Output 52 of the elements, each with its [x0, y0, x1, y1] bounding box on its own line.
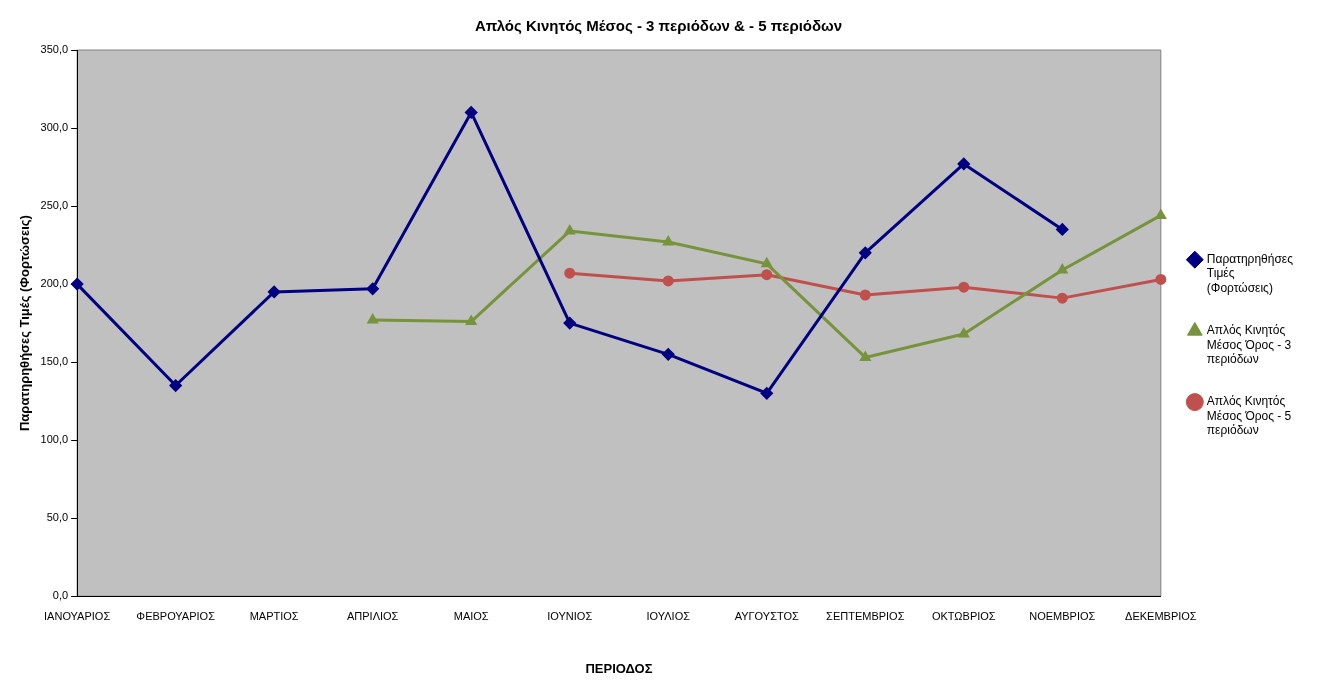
- x-tick-label: ΙΑΝΟΥΑΡΙΟΣ: [44, 609, 111, 622]
- point: [169, 379, 182, 392]
- x-tick-label: ΜΑΙΟΣ: [453, 609, 489, 622]
- y-tick-label: 0,0: [52, 589, 69, 602]
- point: [564, 267, 576, 279]
- point: [663, 236, 674, 246]
- x-tick-label: ΑΥΓΟΥΣΤΟΣ: [734, 609, 800, 622]
- point: [957, 157, 970, 170]
- y-tick-label: 150,0: [40, 355, 69, 368]
- x-tick-label: ΙΟΥΝΙΟΣ: [547, 609, 593, 622]
- x-tick-label: ΔΕΚΕΜΒΡΙΟΣ: [1125, 609, 1197, 622]
- point: [1155, 209, 1166, 219]
- point: [662, 275, 674, 287]
- point: [1056, 292, 1068, 304]
- point: [465, 106, 478, 119]
- legend-label: Παρατηρηθήσες Τιμές (Φορτώσεις): [1206, 252, 1294, 295]
- y-tick-label: 300,0: [40, 121, 69, 134]
- point: [563, 317, 576, 330]
- x-tick-label: ΙΟΥΛΙΟΣ: [646, 609, 691, 622]
- point: [761, 258, 772, 268]
- x-tick-label: ΟΚΤΩΒΡΙΟΣ: [931, 609, 996, 622]
- point: [860, 351, 871, 361]
- x-axis-title: ΠΕΡΙΟΔΟΣ: [585, 660, 653, 676]
- x-tick-label: ΝΟΕΜΒΡΙΟΣ: [1029, 609, 1096, 622]
- y-tick-label: 50,0: [46, 511, 69, 524]
- point: [760, 387, 773, 400]
- x-tick-label: ΜΑΡΤΙΟΣ: [249, 609, 299, 622]
- point: [761, 269, 773, 281]
- y-tick-label: 200,0: [40, 277, 69, 290]
- point: [564, 225, 575, 235]
- y-axis-title: Παρατηρηθήσες Τιμές (Φορτώσεις): [17, 215, 33, 432]
- point: [367, 314, 378, 324]
- point: [958, 281, 970, 293]
- point: [268, 285, 281, 298]
- point: [366, 282, 379, 295]
- point: [71, 278, 84, 291]
- point: [1056, 223, 1069, 236]
- chart-title: Απλός Κινητός Μέσος - 3 περιόδων & - 5 περιόδων: [474, 17, 843, 35]
- y-tick-label: 250,0: [40, 199, 69, 212]
- legend-label: Απλός Κινητός Μέσος Όρος - 3 περιόδων: [1206, 323, 1292, 367]
- y-tick-label: 100,0: [40, 433, 69, 446]
- point: [859, 246, 872, 259]
- point: [859, 289, 871, 301]
- point: [662, 348, 675, 361]
- y-tick-label: 350,0: [40, 43, 69, 56]
- x-tick-label: ΣΕΠΤΕΜΒΡΙΟΣ: [826, 609, 905, 622]
- point: [958, 328, 969, 338]
- legend-label: Απλός Κινητός Μέσος Όρος - 5 περιόδων: [1206, 394, 1292, 438]
- x-tick-label: ΦΕΒΡΟΥΑΡΙΟΣ: [136, 609, 216, 622]
- point: [1057, 264, 1068, 274]
- point: [1155, 273, 1167, 285]
- x-tick-label: ΑΠΡΙΛΙΟΣ: [346, 609, 399, 622]
